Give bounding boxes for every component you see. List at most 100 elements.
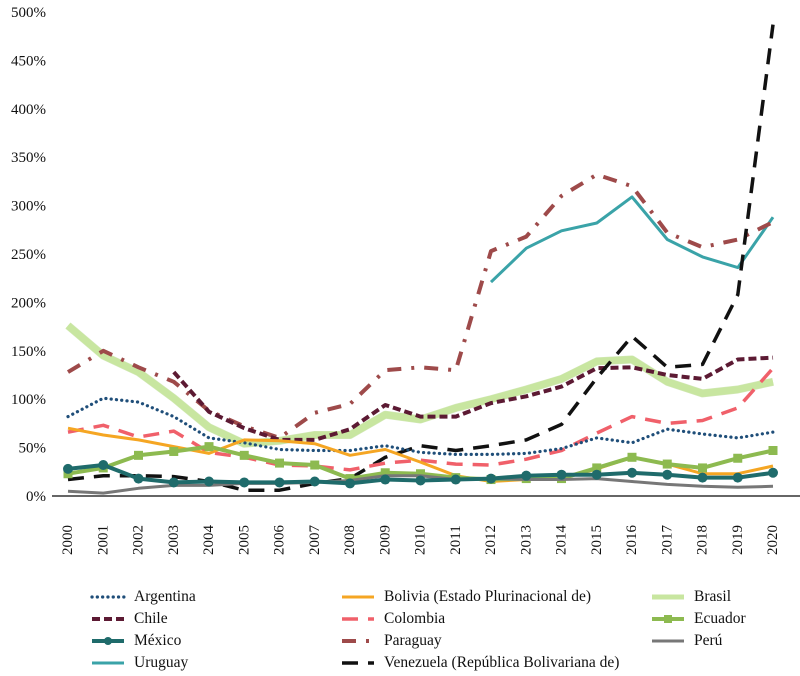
x-tick-label: 2006 [272, 525, 288, 556]
x-tick-label: 2005 [236, 525, 252, 555]
y-tick-label: 350% [11, 150, 46, 166]
legend-swatch-icon [342, 617, 374, 621]
y-tick-label: 50% [19, 441, 47, 457]
legend-swatch-icon [652, 615, 684, 623]
legend-label: Perú [694, 632, 723, 649]
y-tick-label: 0% [26, 489, 46, 505]
series-line [67, 367, 775, 472]
data-point [204, 476, 214, 487]
series-layer [63, 24, 778, 495]
data-point [239, 450, 249, 460]
y-tick-label: 400% [11, 102, 46, 118]
legend-label: Venezuela (República Bolivariana de) [384, 654, 620, 671]
series-venezuela [67, 24, 775, 492]
data-point [380, 468, 390, 478]
x-tick-label: 2018 [695, 525, 711, 555]
legend-item: Colombia [340, 610, 445, 628]
x-tick-label: 2015 [589, 525, 605, 555]
x-tick-label: 2009 [377, 525, 393, 555]
data-point [662, 469, 673, 480]
data-point [416, 469, 425, 479]
legend-item: Brasil [650, 588, 731, 606]
data-point [380, 474, 391, 485]
legend-swatch-icon [92, 617, 124, 621]
line-chart: 0% 50% 100% 150% 200% 250% 300% 350% 400% 450% 500… [11, 5, 800, 556]
x-tick-label: 2019 [730, 525, 746, 555]
series-argentina [66, 396, 775, 456]
data-point [415, 475, 426, 486]
legend-label: Chile [134, 610, 168, 627]
legend-swatch-icon [90, 595, 126, 599]
data-point [168, 477, 179, 488]
series-line [67, 24, 775, 492]
data-point [627, 467, 637, 478]
data-point [768, 446, 778, 456]
x-tick-label: 2007 [307, 525, 323, 556]
data-point [169, 446, 179, 456]
y-tick-label: 300% [11, 199, 46, 215]
series-mexico [63, 460, 778, 489]
data-point [592, 463, 602, 473]
data-point [309, 476, 320, 487]
series-line [172, 355, 774, 442]
data-point [239, 477, 250, 488]
series-line [489, 195, 775, 284]
x-tick-label: 2003 [166, 525, 182, 555]
x-tick-label: 2000 [60, 525, 76, 555]
legend-swatch-icon [342, 595, 374, 599]
x-tick-label: 2001 [95, 525, 111, 555]
series-brasil [65, 322, 774, 448]
data-point [310, 460, 320, 470]
y-tick-label: 500% [11, 5, 46, 21]
legend-item: Ecuador [650, 610, 746, 628]
data-point [521, 470, 532, 481]
legend-label: Uruguay [134, 654, 189, 671]
legend-item: México [90, 632, 181, 650]
legend-item: Argentina [90, 588, 196, 606]
legend-label: Ecuador [694, 610, 746, 627]
data-point [662, 459, 672, 469]
legend-item: Uruguay [90, 654, 188, 672]
x-tick-label: 2016 [624, 525, 640, 556]
legend-swatch-icon [652, 594, 684, 600]
data-point [274, 477, 285, 488]
x-tick-label: 2012 [483, 525, 499, 555]
legend-label: Bolivia (Estado Plurinacional de) [384, 588, 592, 605]
legend-swatch-icon [92, 637, 124, 645]
data-point [275, 458, 284, 468]
y-tick-label: 150% [11, 344, 46, 360]
data-point [698, 463, 707, 473]
data-point [768, 467, 778, 478]
y-tick-label: 200% [11, 295, 46, 311]
x-tick-label: 2002 [131, 525, 147, 555]
x-tick-label: 2014 [554, 525, 570, 556]
data-point [450, 474, 461, 485]
data-point [63, 463, 73, 474]
y-tick-label: 100% [11, 392, 46, 408]
series-line [66, 396, 775, 456]
series-uruguay [489, 195, 775, 284]
data-point [697, 472, 708, 483]
data-point [133, 473, 144, 484]
legend-item: Chile [90, 610, 168, 628]
data-point [733, 453, 743, 463]
data-point [204, 442, 214, 452]
legend-swatch-icon [342, 639, 374, 643]
y-axis-ticks: 0% 50% 100% 150% 200% 250% 300% 350% 400% 450% 500… [11, 5, 46, 505]
data-point [98, 460, 109, 471]
y-tick-label: 450% [11, 53, 46, 69]
legend-swatch-icon [92, 661, 124, 665]
legend-item: Paraguay [340, 632, 442, 650]
x-tick-label: 2011 [448, 525, 464, 554]
x-tick-label: 2004 [201, 525, 217, 556]
x-axis-ticks: 2000 2001 2002 2003 2004 2005 2006 2007 2008 2009… [60, 525, 781, 556]
legend-item: Bolivia (Estado Plurinacional de) [340, 588, 591, 606]
legend-item: Perú [650, 632, 722, 650]
legend-label: Brasil [694, 588, 732, 605]
x-tick-label: 2013 [518, 525, 534, 555]
data-point [627, 452, 637, 462]
x-tick-label: 2010 [413, 525, 429, 555]
data-point [345, 478, 355, 489]
data-point [556, 469, 567, 480]
series-chile [172, 355, 774, 442]
